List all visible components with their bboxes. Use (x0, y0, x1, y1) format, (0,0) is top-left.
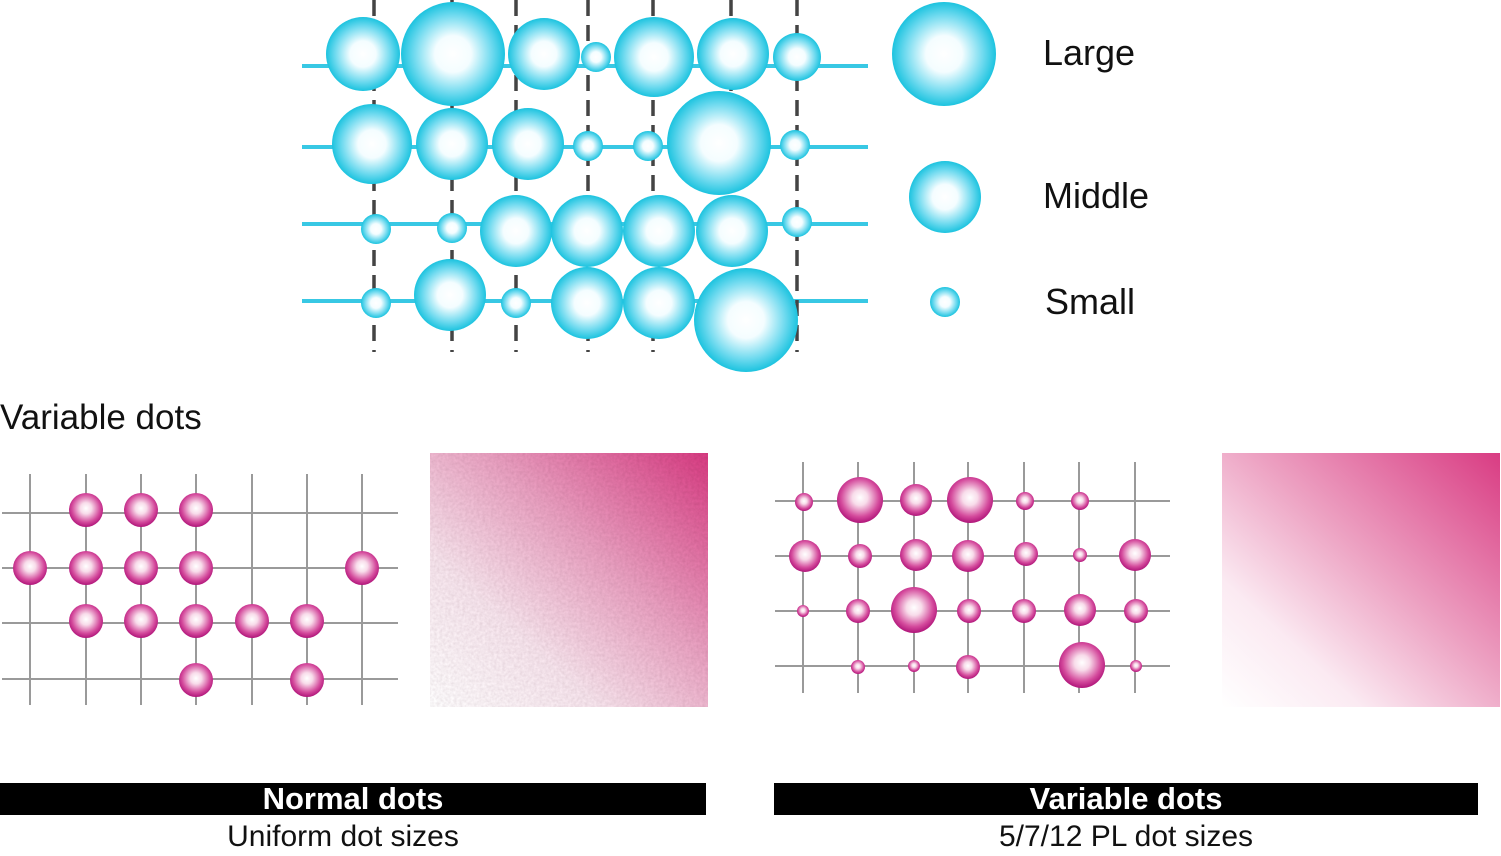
cyan-dot (480, 195, 552, 267)
magenta-dot (1124, 599, 1148, 623)
magenta-dot (290, 663, 324, 697)
normal-dots-grid (2, 474, 398, 705)
magenta-dot (1014, 542, 1038, 566)
legend-label-small: Small (1045, 281, 1136, 322)
cyan-dot (614, 17, 694, 97)
magenta-dot (179, 551, 213, 585)
magenta-dot (69, 551, 103, 585)
cyan-dot (623, 267, 695, 339)
cyan-dot (416, 108, 488, 180)
cyan-dot (361, 288, 391, 318)
legend-middle-dot (909, 161, 981, 233)
section-title: Variable dots (0, 398, 202, 437)
legend-label-large: Large (1043, 32, 1136, 73)
magenta-dot (851, 660, 865, 674)
magenta-dot (1073, 548, 1087, 562)
magenta-dot (900, 484, 932, 516)
magenta-dot (957, 599, 981, 623)
magenta-dot (179, 604, 213, 638)
magenta-dot (290, 604, 324, 638)
variable-dots-caption: 5/7/12 PL dot sizes (998, 820, 1254, 853)
cyan-dot (782, 207, 812, 237)
magenta-dot (908, 660, 920, 672)
cyan-dot (697, 18, 769, 90)
magenta-dot (891, 587, 937, 633)
magenta-dot (952, 540, 984, 572)
cyan-dot (492, 108, 564, 180)
legend-small-dot (930, 287, 960, 317)
cyan-dot (780, 130, 810, 160)
magenta-dot (795, 493, 813, 511)
cyan-dot (633, 131, 663, 161)
magenta-dot (837, 477, 883, 523)
magenta-dot (69, 604, 103, 638)
magenta-dot (179, 663, 213, 697)
legend-label-middle: Middle (1043, 175, 1150, 216)
normal-dots-caption: Uniform dot sizes (227, 820, 459, 853)
cyan-dot (332, 104, 412, 184)
magenta-dot (1016, 492, 1034, 510)
magenta-dot (797, 605, 809, 617)
variable-dots-grid (775, 462, 1170, 693)
cyan-dot (401, 2, 505, 106)
cyan-dot (501, 288, 531, 318)
variable-dots-banner: Variable dots (774, 783, 1478, 815)
magenta-dot (956, 655, 980, 679)
cyan-dot (361, 214, 391, 244)
magenta-dot (124, 551, 158, 585)
magenta-dot (789, 540, 821, 572)
cyan-dot (551, 195, 623, 267)
cyan-dot (414, 259, 486, 331)
magenta-dot (1064, 594, 1096, 626)
cyan-dot (623, 195, 695, 267)
magenta-dot (1012, 599, 1036, 623)
variable-dots-gradient-sample (1222, 453, 1500, 707)
magenta-dot (124, 493, 158, 527)
legend-large-dot (892, 2, 996, 106)
magenta-dot (1119, 539, 1151, 571)
dot-placement-diagram (302, 0, 868, 372)
cyan-dot (773, 33, 821, 81)
magenta-dot (1071, 492, 1089, 510)
normal-dots-banner: Normal dots (0, 783, 706, 815)
legend-dots (892, 2, 996, 317)
magenta-dot (900, 539, 932, 571)
magenta-dot (124, 604, 158, 638)
cyan-dot (437, 213, 467, 243)
cyan-dot (326, 17, 400, 91)
cyan-dot (581, 42, 611, 72)
cyan-dot (551, 267, 623, 339)
normal-dots-gradient-sample (430, 453, 708, 707)
cyan-dot (667, 91, 771, 195)
magenta-dot (848, 544, 872, 568)
cyan-dots (326, 2, 821, 372)
cyan-dot (508, 18, 580, 90)
magenta-dot (345, 551, 379, 585)
cyan-dot (696, 195, 768, 267)
magenta-dot (1130, 660, 1142, 672)
cyan-dot (694, 268, 798, 372)
magenta-dot (13, 551, 47, 585)
magenta-dot (235, 604, 269, 638)
magenta-dot (1059, 642, 1105, 688)
magenta-dot (69, 493, 103, 527)
magenta-dot (179, 493, 213, 527)
magenta-dot (846, 599, 870, 623)
magenta-dot (947, 477, 993, 523)
cyan-dot (573, 131, 603, 161)
